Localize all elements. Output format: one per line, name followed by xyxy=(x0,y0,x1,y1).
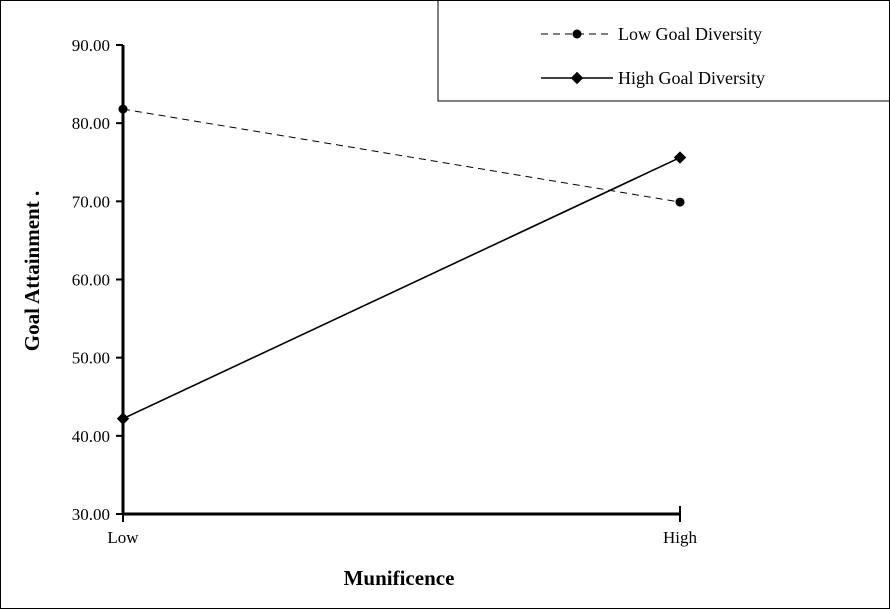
legend-label: Low Goal Diversity xyxy=(618,24,762,44)
y-tick-label: 60.00 xyxy=(72,271,110,290)
x-tick-label: High xyxy=(663,528,698,547)
legend-marker xyxy=(572,29,582,39)
series-line xyxy=(122,156,681,420)
x-tick-label: Low xyxy=(107,528,139,547)
axes xyxy=(121,45,680,516)
series-1 xyxy=(118,104,685,207)
legend-entries: Low Goal Diversity High Goal Diversity xyxy=(541,24,765,88)
legend: Low Goal Diversity High Goal Diversity xyxy=(437,1,889,102)
legend-label: High Goal Diversity xyxy=(618,68,765,88)
y-axis-title: Goal Attainment . xyxy=(20,191,44,351)
y-ticks: 30.00 40.00 50.00 60.00 70.00 80.00 90.00 xyxy=(72,36,123,524)
data-point-marker xyxy=(116,412,130,425)
legend-marker xyxy=(570,71,584,85)
legend-entry: High Goal Diversity xyxy=(541,68,765,88)
y-tick-label: 80.00 xyxy=(72,114,110,133)
data-point-marker xyxy=(673,151,687,164)
data-point-marker xyxy=(675,197,685,207)
legend-box xyxy=(437,1,889,102)
x-axis-title: Munificence xyxy=(344,566,455,590)
x-ticks: Low High xyxy=(107,506,698,547)
series-layer xyxy=(116,104,687,425)
y-tick-label: 50.00 xyxy=(72,349,110,368)
y-tick-label: 40.00 xyxy=(72,427,110,446)
y-tick-label: 30.00 xyxy=(72,505,110,524)
series-2 xyxy=(116,151,687,425)
data-point-marker xyxy=(118,104,128,114)
legend-entry: Low Goal Diversity xyxy=(541,24,762,44)
y-tick-label: 70.00 xyxy=(72,192,110,211)
y-tick-label: 90.00 xyxy=(72,36,110,55)
series-line xyxy=(122,108,681,203)
